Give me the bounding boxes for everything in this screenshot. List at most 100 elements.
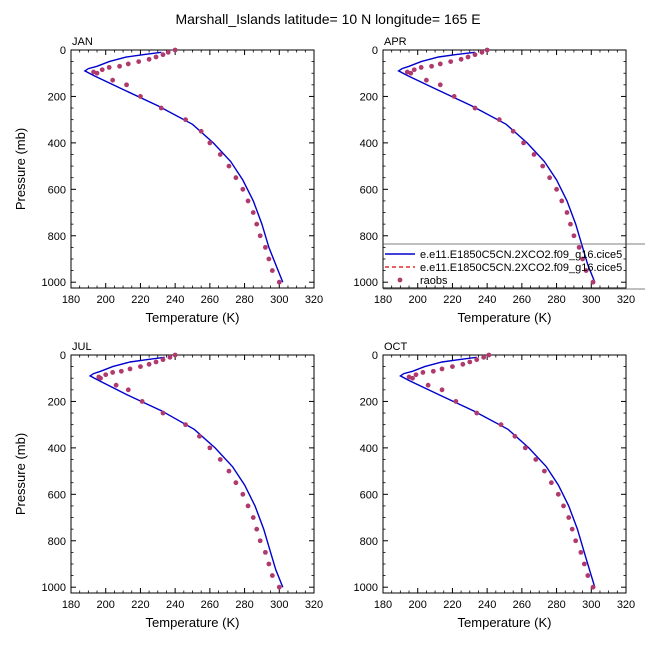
raobs-point bbox=[124, 82, 129, 88]
legend-entry: e.e11.E1850C5CN.2XCO2.f09_g16.cice5 bbox=[385, 249, 622, 261]
raobs-point bbox=[479, 49, 485, 55]
raobs-point bbox=[245, 503, 251, 509]
raobs-point bbox=[451, 94, 457, 99]
raobs-point bbox=[437, 61, 443, 67]
y-tick-label: 600 bbox=[48, 184, 66, 196]
raobs-point bbox=[564, 210, 570, 215]
panel-apr: APR 180 200 220 240 260 280 300 320 0 200 400 600 800… bbox=[354, 36, 636, 325]
raobs-point bbox=[217, 457, 223, 462]
raobs-point bbox=[581, 561, 587, 567]
x-tick-label: 280 bbox=[235, 294, 253, 306]
raobs-point bbox=[240, 491, 246, 497]
x-tick-label: 200 bbox=[409, 294, 427, 306]
raobs-point bbox=[250, 210, 256, 215]
raobs-point bbox=[207, 140, 213, 146]
raobs-point bbox=[257, 538, 263, 544]
raobs-point bbox=[411, 67, 417, 73]
raobs-point bbox=[420, 370, 426, 375]
raobs-point bbox=[266, 256, 272, 262]
raobs-point bbox=[484, 47, 490, 53]
x-axis-title: Temperature (K) bbox=[146, 310, 240, 325]
raobs-point bbox=[569, 526, 575, 532]
x-tick-label: 300 bbox=[582, 599, 600, 611]
raobs-point bbox=[467, 359, 473, 365]
raobs-point bbox=[548, 480, 554, 486]
x-tick-label: 280 bbox=[547, 294, 565, 306]
raobs-point bbox=[172, 352, 178, 358]
x-tick-label: 260 bbox=[513, 294, 531, 306]
x-tick-label: 240 bbox=[478, 294, 496, 306]
raobs-point bbox=[521, 140, 526, 146]
raobs-point bbox=[160, 52, 166, 58]
y-tick-label: 1000 bbox=[354, 277, 378, 289]
raobs-point bbox=[571, 233, 577, 239]
raobs-point bbox=[450, 364, 455, 370]
raobs-point bbox=[197, 433, 202, 439]
raobs-point bbox=[106, 65, 112, 70]
x-tick-label: 320 bbox=[617, 599, 635, 611]
raobs-point bbox=[413, 372, 419, 378]
x-tick-label: 200 bbox=[97, 599, 115, 611]
y-tick-label: 1000 bbox=[42, 582, 66, 594]
raobs-point bbox=[257, 233, 263, 239]
model-profile-line bbox=[399, 356, 596, 588]
raobs-point bbox=[453, 399, 459, 404]
raobs-point bbox=[113, 382, 119, 388]
raobs-point bbox=[172, 47, 178, 53]
x-tick-label: 180 bbox=[374, 294, 392, 306]
raobs-point bbox=[160, 410, 166, 416]
x-tick-label: 300 bbox=[270, 294, 288, 306]
x-tick-label: 180 bbox=[62, 294, 80, 306]
plot-frame bbox=[70, 49, 315, 289]
legend: e.e11.E1850C5CN.2XCO2.f09_g16.cice5e.e11… bbox=[383, 243, 645, 290]
x-tick-label: 300 bbox=[270, 599, 288, 611]
raobs-point bbox=[183, 117, 188, 123]
raobs-point bbox=[153, 359, 159, 365]
raobs-point bbox=[465, 54, 471, 60]
raobs-point bbox=[217, 152, 223, 157]
y-tick-label: 400 bbox=[360, 138, 378, 150]
y-axis-title: Pressure (mb) bbox=[13, 128, 28, 210]
legend-label: e.e11.E1850C5CN.2XCO2.f09_g16.cice5 bbox=[420, 249, 622, 261]
y-tick-label: 400 bbox=[48, 138, 66, 150]
raobs-point bbox=[250, 515, 256, 520]
raobs-point bbox=[498, 422, 504, 428]
panel-label: APR bbox=[384, 36, 407, 48]
raobs-point bbox=[254, 221, 260, 227]
raobs-point bbox=[559, 198, 565, 204]
x-tick-label: 240 bbox=[478, 599, 496, 611]
raobs-point bbox=[430, 368, 436, 374]
x-tick-label: 200 bbox=[97, 294, 115, 306]
y-tick-label: 0 bbox=[372, 45, 378, 57]
raobs-point bbox=[585, 573, 591, 578]
x-tick-label: 320 bbox=[617, 294, 635, 306]
x-tick-label: 320 bbox=[305, 599, 323, 611]
raobs-point bbox=[263, 244, 268, 250]
x-axis-title: Temperature (K) bbox=[458, 310, 552, 325]
y-tick-label: 200 bbox=[360, 396, 378, 408]
model-profile-line bbox=[83, 51, 284, 283]
legend-entry: raobs bbox=[397, 275, 448, 287]
raobs-point bbox=[512, 433, 518, 439]
raobs-point bbox=[410, 375, 415, 381]
y-tick-label: 800 bbox=[48, 231, 66, 243]
raobs-point bbox=[542, 468, 547, 474]
y-tick-label: 600 bbox=[48, 489, 66, 501]
y-axis-title: Pressure (mb) bbox=[13, 433, 28, 515]
y-tick-label: 800 bbox=[360, 231, 378, 243]
y-tick-label: 0 bbox=[60, 45, 66, 57]
raobs-point bbox=[555, 491, 561, 497]
raobs-point bbox=[254, 526, 260, 532]
x-tick-label: 220 bbox=[443, 294, 461, 306]
raobs-point bbox=[573, 538, 579, 544]
panel-jan: JAN 180 200 220 240 260 280 300 320 0 200 400 600 800… bbox=[13, 36, 323, 325]
raobs-point bbox=[139, 399, 145, 404]
y-tick-label: 400 bbox=[360, 443, 378, 455]
raobs-point bbox=[103, 372, 109, 378]
raobs-point bbox=[472, 52, 478, 58]
x-tick-label: 280 bbox=[235, 599, 253, 611]
raobs-point bbox=[439, 366, 445, 372]
raobs-point bbox=[408, 70, 414, 76]
y-tick-label: 1000 bbox=[42, 277, 66, 289]
raobs-point bbox=[540, 163, 546, 169]
